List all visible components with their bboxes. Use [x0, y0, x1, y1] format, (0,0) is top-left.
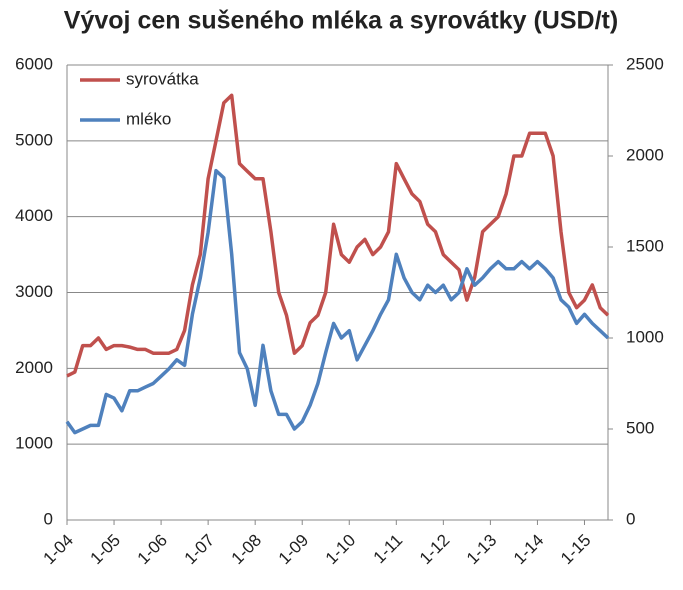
x-tick-label: 1-07 — [181, 531, 218, 568]
y-tick-label: 3000 — [15, 282, 53, 301]
y-tick-label: 4000 — [15, 206, 53, 225]
y2-tick-label: 2500 — [626, 54, 664, 73]
y-tick-label: 1000 — [15, 434, 53, 453]
y-tick-label: 2000 — [15, 358, 53, 377]
x-tick-label: 1-15 — [557, 531, 594, 568]
x-tick-label: 1-09 — [275, 531, 312, 568]
x-tick-label: 1-04 — [40, 531, 77, 568]
x-tick-label: 1-08 — [228, 531, 265, 568]
y2-tick-label: 0 — [626, 509, 635, 528]
y-tick-label: 0 — [44, 509, 53, 528]
x-tick-label: 1-06 — [134, 531, 171, 568]
y2-tick-label: 2000 — [626, 145, 664, 164]
x-tick-label: 1-12 — [416, 531, 453, 568]
legend-label: mléko — [126, 109, 171, 128]
x-tick-label: 1-10 — [322, 531, 359, 568]
x-tick-label: 1-14 — [510, 531, 547, 568]
y2-tick-label: 500 — [626, 418, 654, 437]
y2-tick-label: 1500 — [626, 236, 664, 255]
y-tick-label: 6000 — [15, 54, 53, 73]
legend-label: syrovátka — [126, 69, 199, 88]
y-tick-label: 5000 — [15, 130, 53, 149]
x-tick-label: 1-13 — [463, 531, 500, 568]
x-tick-label: 1-11 — [370, 531, 407, 568]
y2-tick-label: 1000 — [626, 327, 664, 346]
series-line — [65, 168, 610, 435]
series-line — [66, 93, 610, 378]
chart-title: Vývoj cen sušeného mléka a syrovátky (US… — [64, 7, 618, 35]
x-tick-label: 1-05 — [87, 531, 124, 568]
